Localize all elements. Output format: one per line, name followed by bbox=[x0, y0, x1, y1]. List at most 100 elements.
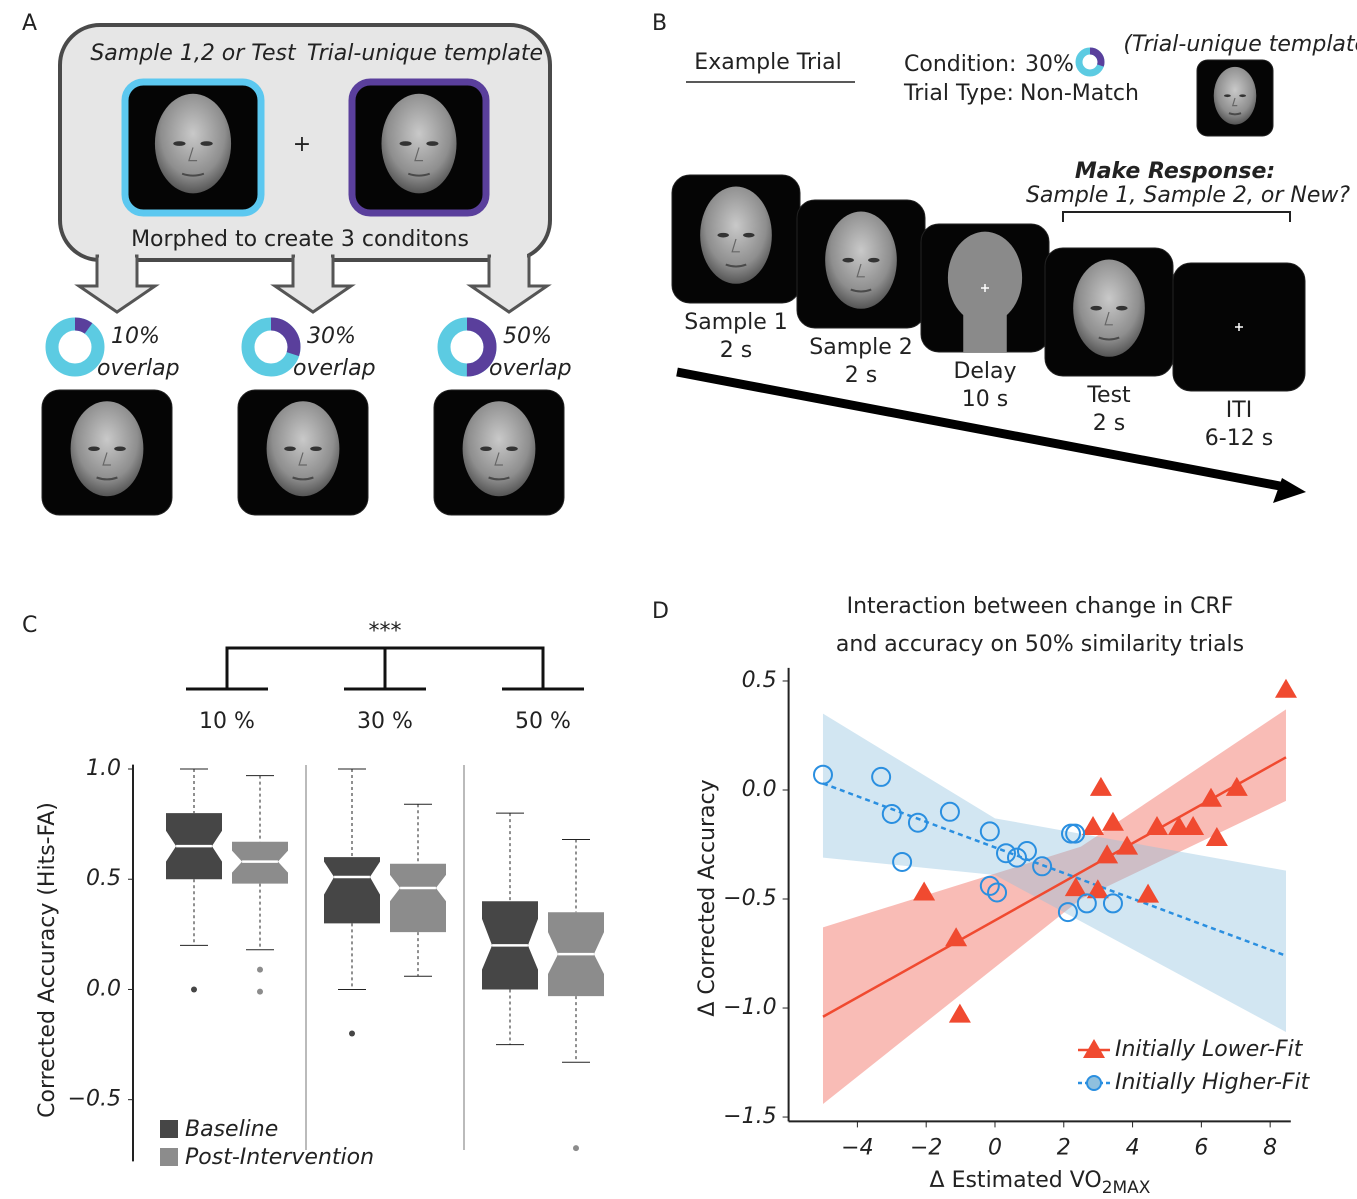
legend-marker bbox=[1083, 1039, 1105, 1058]
donut-ring bbox=[52, 324, 98, 370]
box bbox=[324, 857, 380, 923]
plus-sign: + bbox=[293, 132, 311, 157]
figure: A B C D Sample 1,2 or Test Trial-unique … bbox=[0, 0, 1357, 1199]
stage-duration: 2 s bbox=[1093, 411, 1125, 436]
trial-type-label: Trial Type: bbox=[903, 81, 1014, 106]
head bbox=[155, 94, 231, 194]
outlier bbox=[573, 1145, 579, 1151]
legend-swatch bbox=[160, 1148, 178, 1166]
eye bbox=[868, 258, 880, 263]
group-label: 10 % bbox=[199, 709, 255, 734]
stage-duration: 10 s bbox=[962, 387, 1008, 412]
trial-title: Example Trial bbox=[694, 50, 841, 75]
significance-stars: *** bbox=[369, 619, 402, 644]
head bbox=[1214, 67, 1257, 125]
y-tick-label: −0.5 bbox=[68, 1087, 121, 1112]
overlap-percent: 30% bbox=[307, 324, 356, 349]
eye bbox=[1224, 94, 1231, 97]
point bbox=[1275, 679, 1297, 698]
legend-label: Post-Intervention bbox=[185, 1145, 374, 1170]
y-tick-label: 0.0 bbox=[742, 777, 777, 802]
morph-arrow bbox=[79, 256, 155, 312]
stage-name: Sample 1 bbox=[684, 310, 787, 335]
stage-name: ITI bbox=[1226, 398, 1252, 423]
panel-label: D bbox=[652, 599, 669, 624]
chart-title: and accuracy on 50% similarity trials bbox=[836, 632, 1244, 657]
response-options: Sample 1, Sample 2, or New? bbox=[1026, 183, 1350, 208]
y-axis-label: Corrected Accuracy (Hits-FA) bbox=[35, 802, 60, 1118]
eye bbox=[717, 233, 729, 238]
legend-marker bbox=[1087, 1076, 1101, 1090]
box bbox=[390, 864, 446, 932]
outlier bbox=[257, 967, 263, 973]
overlap-text: overlap bbox=[489, 356, 572, 381]
head bbox=[381, 94, 456, 194]
legend-swatch bbox=[160, 1120, 178, 1138]
x-tick-label: 0 bbox=[988, 1135, 1002, 1160]
point bbox=[949, 1004, 971, 1023]
eye bbox=[400, 141, 412, 146]
group-label: 30 % bbox=[357, 709, 413, 734]
overlap-percent: 50% bbox=[503, 324, 552, 349]
eye bbox=[506, 447, 518, 452]
point bbox=[913, 881, 935, 900]
source-label: Sample 1,2 or Test bbox=[90, 41, 297, 66]
eye bbox=[842, 258, 854, 263]
y-tick-label: 1.0 bbox=[86, 756, 121, 781]
trial-type-value: Non-Match bbox=[1020, 81, 1139, 106]
x-axis-label-main: Δ Estimated VO bbox=[930, 1168, 1102, 1193]
eye bbox=[480, 447, 492, 452]
head bbox=[267, 401, 340, 496]
outlier bbox=[191, 986, 197, 992]
head bbox=[825, 212, 897, 309]
point bbox=[1082, 816, 1104, 835]
morph-arrow bbox=[471, 256, 547, 312]
eye bbox=[173, 141, 185, 146]
x-axis-label-sub: 2MAX bbox=[1102, 1178, 1151, 1198]
legend-label: Initially Higher-Fit bbox=[1115, 1070, 1311, 1095]
stage-name: Test bbox=[1086, 383, 1131, 408]
eye bbox=[743, 233, 755, 238]
eye bbox=[114, 447, 126, 452]
eye bbox=[1090, 306, 1102, 311]
x-tick-label: 8 bbox=[1263, 1135, 1277, 1160]
eye bbox=[1239, 94, 1246, 97]
template-label: (Trial-unique template) bbox=[1123, 32, 1357, 57]
response-title: Make Response: bbox=[1075, 159, 1275, 184]
neck-silhouette bbox=[963, 314, 1007, 352]
y-tick-label: −0.5 bbox=[723, 886, 776, 911]
outlier bbox=[349, 1031, 355, 1037]
chart-title: Interaction between change in CRF bbox=[847, 594, 1234, 619]
x-tick-label: 4 bbox=[1126, 1135, 1140, 1160]
condition-label: Condition: bbox=[904, 52, 1016, 77]
x-tick-label: 2 bbox=[1057, 1135, 1071, 1160]
mouth bbox=[1229, 113, 1241, 114]
eye bbox=[284, 447, 296, 452]
point bbox=[1090, 777, 1112, 796]
overlap-percent: 10% bbox=[111, 324, 160, 349]
x-tick-label: −2 bbox=[910, 1135, 942, 1160]
overlap-text: overlap bbox=[97, 356, 180, 381]
stage-duration: 2 s bbox=[720, 338, 752, 363]
y-tick-label: 0.0 bbox=[86, 976, 121, 1001]
panel-label: C bbox=[22, 613, 37, 638]
morph-arrow bbox=[275, 256, 351, 312]
y-tick-label: −1.5 bbox=[723, 1104, 776, 1129]
morph-caption: Morphed to create 3 conditons bbox=[131, 227, 469, 252]
response-bracket bbox=[1063, 212, 1290, 222]
legend-label: Baseline bbox=[185, 1117, 278, 1142]
eye bbox=[426, 141, 438, 146]
panel-d: Interaction between change in CRF and acc… bbox=[695, 594, 1311, 1198]
y-axis-label: Δ Corrected Accuracy bbox=[695, 779, 720, 1016]
outlier bbox=[257, 989, 263, 995]
overlap-text: overlap bbox=[293, 356, 376, 381]
head bbox=[463, 401, 536, 496]
x-tick-label: 6 bbox=[1194, 1135, 1208, 1160]
y-tick-label: −1.0 bbox=[723, 995, 776, 1020]
arrow-join bbox=[99, 252, 135, 260]
panel-label: B bbox=[652, 11, 667, 36]
y-tick-label: 0.5 bbox=[742, 668, 777, 693]
x-tick-label: −4 bbox=[841, 1135, 873, 1160]
group-label: 50 % bbox=[515, 709, 571, 734]
head bbox=[71, 401, 144, 496]
